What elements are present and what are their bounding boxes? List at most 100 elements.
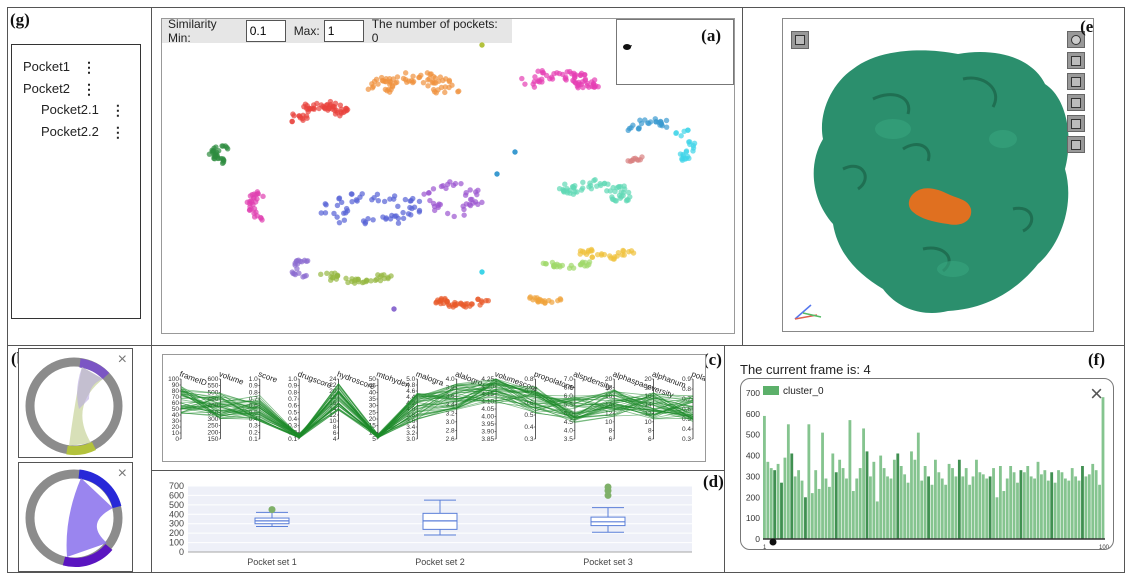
scatter-point xyxy=(585,247,592,254)
pc-tick-label: 25 xyxy=(369,409,377,416)
similarity-min-input[interactable] xyxy=(245,20,286,42)
minimap[interactable]: (a) xyxy=(616,19,734,85)
scatter-point xyxy=(578,261,584,268)
histogram-bar xyxy=(1050,472,1054,539)
pc-tick-label: 4.5 xyxy=(564,419,573,426)
scatter-point xyxy=(337,113,343,119)
scatter-point xyxy=(326,105,333,112)
scatter-point xyxy=(213,152,219,158)
more-menu-icon[interactable]: ⋮ xyxy=(81,80,96,97)
close-histogram-icon[interactable]: × xyxy=(1090,381,1103,406)
scatter-point xyxy=(209,147,215,154)
divider xyxy=(151,7,152,573)
tree-item-pocket2[interactable]: Pocket2 ⋮ xyxy=(23,80,96,97)
x-tick-label: Pocket set 1 xyxy=(247,557,297,567)
toolbar-button[interactable] xyxy=(1067,136,1085,153)
histogram-bar xyxy=(1070,468,1074,539)
scatter-point xyxy=(461,303,467,309)
scatter-point xyxy=(607,188,614,194)
toolbar-button[interactable] xyxy=(1067,52,1085,69)
box-mark xyxy=(422,499,458,536)
scatter-point xyxy=(452,180,459,187)
scatter-point xyxy=(691,140,698,147)
similarity-max-input[interactable] xyxy=(323,20,364,42)
scatter-point xyxy=(619,252,625,258)
scatter-point xyxy=(325,105,332,112)
scatter-point xyxy=(293,258,300,264)
scatter-point xyxy=(212,153,219,160)
scatter-point xyxy=(440,183,446,189)
scatter-point xyxy=(586,184,592,190)
chord-diagram-2[interactable]: × xyxy=(18,462,133,572)
frame-slider-handle xyxy=(769,538,777,546)
scatter-point xyxy=(305,108,311,115)
scatter-point xyxy=(322,201,328,207)
scatter-point xyxy=(260,193,266,200)
pc-tick-label: 10 xyxy=(644,419,652,426)
pc-tick-label: 0.2 xyxy=(249,429,258,436)
chord-diagram-1[interactable]: × xyxy=(18,348,133,458)
pc-tick-label: 6.0 xyxy=(564,393,573,400)
close-chord-1-icon[interactable]: × xyxy=(117,351,127,368)
molecule-surface[interactable] xyxy=(783,19,1094,332)
divider xyxy=(742,7,743,345)
toolbar-button[interactable] xyxy=(1067,73,1085,90)
scatter-point xyxy=(309,105,316,112)
histogram-bar xyxy=(892,459,896,539)
scatter-point xyxy=(343,205,350,212)
scatter-point xyxy=(479,199,485,206)
pc-tick-label: 3.0 xyxy=(406,436,415,443)
scatter-point xyxy=(461,212,467,218)
scatter-point xyxy=(290,111,296,117)
scatter-point xyxy=(572,80,579,86)
toolbar-settings-button[interactable] xyxy=(1067,31,1085,48)
panel-label-f: (f) xyxy=(1088,350,1105,369)
pc-tick-label: 0.8 xyxy=(249,389,258,396)
scatter-point xyxy=(575,85,581,91)
view-reset-button[interactable] xyxy=(791,31,809,49)
pc-tick-label: 20 xyxy=(644,376,652,383)
tree-item-label: Pocket2.2 xyxy=(41,124,99,139)
more-menu-icon[interactable]: ⋮ xyxy=(110,101,125,118)
scatter-point xyxy=(628,157,635,164)
pc-line xyxy=(180,379,694,438)
tree-item-pocket2-2[interactable]: Pocket2.2 ⋮ xyxy=(41,123,125,140)
parallel-coordinates-panel[interactable]: frameID 100 90 80 70 60 50 40 30 20 10 0 volume 600 55… xyxy=(162,354,706,462)
scatter-point xyxy=(220,157,227,163)
x-tick-label: Pocket set 3 xyxy=(583,557,633,567)
scatter-point xyxy=(554,70,560,76)
tree-item-pocket2-1[interactable]: Pocket2.1 ⋮ xyxy=(41,101,125,118)
scatter-point xyxy=(551,263,557,270)
scatter-point xyxy=(321,105,328,111)
toolbar-button[interactable] xyxy=(1067,115,1085,132)
scatter-point xyxy=(385,274,391,281)
scatter-point xyxy=(449,82,455,88)
scatter-point xyxy=(451,213,457,220)
histogram-bar xyxy=(906,482,910,539)
scatter-point xyxy=(425,83,431,89)
close-chord-2-icon[interactable]: × xyxy=(117,465,127,482)
scatter-point xyxy=(637,117,643,123)
histogram-bar xyxy=(1077,480,1081,539)
scatter-point xyxy=(683,149,689,155)
scatter-point xyxy=(344,106,351,113)
legend-label: cluster_0 xyxy=(783,386,824,397)
y-tick-label: 300 xyxy=(169,519,184,529)
more-menu-icon[interactable]: ⋮ xyxy=(81,58,96,75)
tree-item-pocket1[interactable]: Pocket1 ⋮ xyxy=(23,58,96,75)
scatter-point xyxy=(623,198,630,204)
histogram-bar xyxy=(899,466,903,539)
pc-tick-label: 4.05 xyxy=(481,406,494,413)
scatter-point xyxy=(679,157,686,163)
histogram-bar xyxy=(1060,472,1064,539)
scatter-point xyxy=(685,127,691,133)
scatter-point xyxy=(372,277,379,283)
scatter-point xyxy=(375,197,382,204)
scatter-point xyxy=(410,73,416,79)
scatter-point xyxy=(444,298,450,305)
scatter-point xyxy=(357,194,363,200)
scatter-point xyxy=(564,185,570,192)
toolbar-button[interactable] xyxy=(1067,94,1085,111)
more-menu-icon[interactable]: ⋮ xyxy=(110,123,125,140)
scatter-point xyxy=(456,88,462,94)
